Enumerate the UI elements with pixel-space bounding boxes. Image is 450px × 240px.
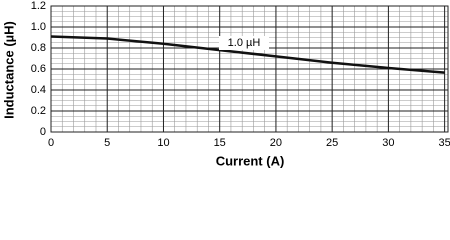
x-tick-label: 20 [270,137,282,149]
y-tick-label: 0 [40,126,46,138]
x-tick-label: 25 [326,137,338,149]
y-tick-label: 0.6 [31,63,46,75]
data-line [50,35,445,74]
plot-frame [50,5,449,133]
x-tick-label: 0 [48,137,54,149]
x-axis-title: Current (A) [216,153,285,168]
label-bg [219,36,269,50]
x-tick-label: 5 [104,137,110,149]
x-tick-label: 30 [382,137,394,149]
x-tick-label: 15 [214,137,226,149]
y-tick-label: 1.2 [31,0,46,12]
y-tick-label: 1.0 [31,21,46,33]
x-tick-label: 10 [157,137,169,149]
y-tick-label: 0.8 [31,42,46,54]
y-tick-label: 0.2 [31,105,46,117]
y-tick-label: 0.4 [31,84,46,96]
chart: Current (A) Inductance (µH) 0 5 10 15 20 25 30… [1,0,450,168]
y-axis-title: Inductance (µH) [1,21,16,119]
curve-label: 1.0 µH [228,37,261,49]
page: {"chart_data": {"type": "line", "x_label… [1,0,450,169]
x-tick-label: 35 [439,137,450,149]
